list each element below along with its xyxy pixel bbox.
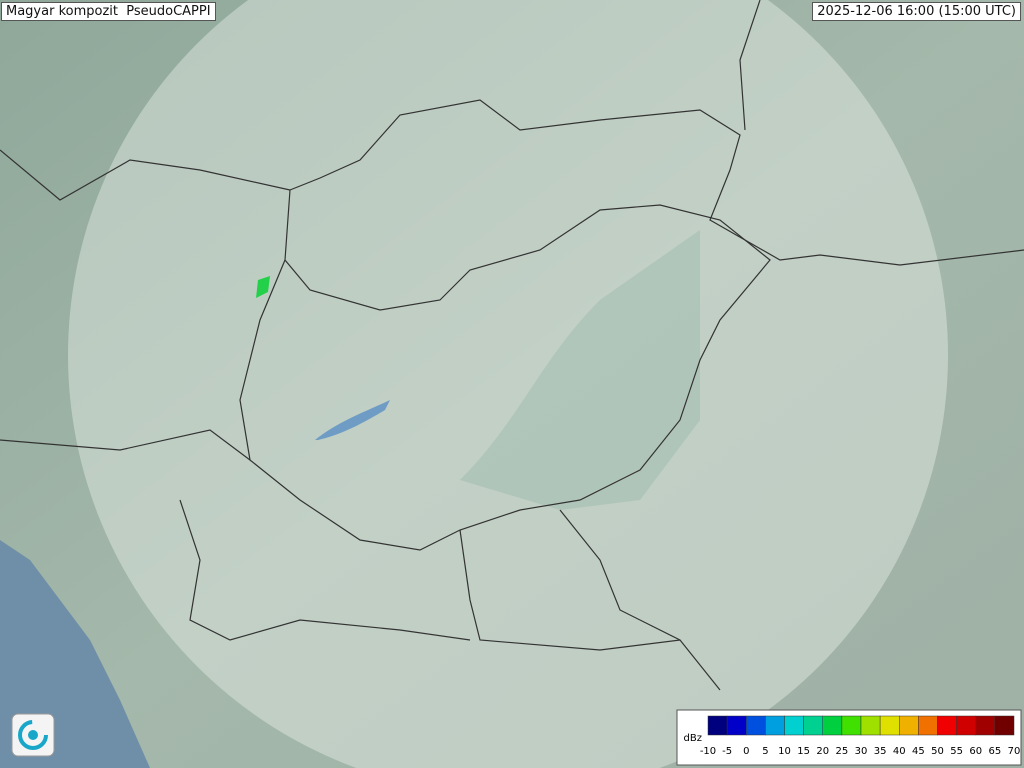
- legend-swatch: [918, 715, 938, 736]
- legend-swatch: [860, 715, 881, 736]
- legend-tick-label: 35: [874, 746, 887, 757]
- legend-swatch: [841, 715, 862, 736]
- legend-tick-label: 25: [836, 746, 849, 757]
- legend-tick-label: 15: [797, 746, 810, 757]
- legend-swatch: [746, 715, 766, 736]
- sea: [0, 540, 150, 768]
- legend-tick-label: 10: [778, 746, 791, 757]
- legend-tick-label: 55: [950, 746, 963, 757]
- borders: [0, 0, 1024, 691]
- legend-tick-label: 70: [1008, 746, 1021, 757]
- legend-tick-label: 50: [931, 746, 944, 757]
- legend-tick-label: 5: [762, 746, 768, 757]
- logo: [11, 713, 55, 757]
- legend-tick-label: 30: [855, 746, 868, 757]
- legend-tick-label: 20: [816, 746, 829, 757]
- title: Magyar kompozit PseudoCAPPI: [1, 2, 216, 21]
- radar-coverage: [68, 0, 948, 768]
- legend-swatch: [707, 715, 728, 736]
- legend-tick-label: 65: [989, 746, 1002, 757]
- legend-swatch: [975, 715, 996, 736]
- legend-swatch: [822, 715, 843, 736]
- legend-tick-label: -10: [700, 746, 716, 757]
- legend-swatch: [803, 715, 823, 736]
- legend-swatch: [784, 715, 804, 736]
- legend-tick-label: 45: [912, 746, 925, 757]
- radar-echo: [256, 276, 270, 298]
- legend-swatch: [879, 715, 900, 736]
- legend-tick-label: -5: [722, 746, 732, 757]
- legend-unit: dBz: [684, 733, 702, 744]
- legend-swatch: [765, 715, 785, 736]
- legend-tick-label: 0: [743, 746, 749, 757]
- legend-swatch: [937, 715, 957, 736]
- legend-swatch: [726, 715, 747, 736]
- plain: [460, 230, 700, 510]
- timestamp: 2025-12-06 16:00 (15:00 UTC): [812, 2, 1021, 21]
- legend-tick-label: 60: [969, 746, 982, 757]
- legend-tick-label: 40: [893, 746, 906, 757]
- legend-swatch: [994, 715, 1015, 736]
- legend-swatch: [899, 715, 919, 736]
- legend-swatch: [956, 715, 976, 736]
- legend: dBz -10 -5 0 5 10 15 20 25 30 35 40 45 50 55 60 65 70: [684, 715, 1021, 757]
- lake-balaton: [315, 400, 390, 440]
